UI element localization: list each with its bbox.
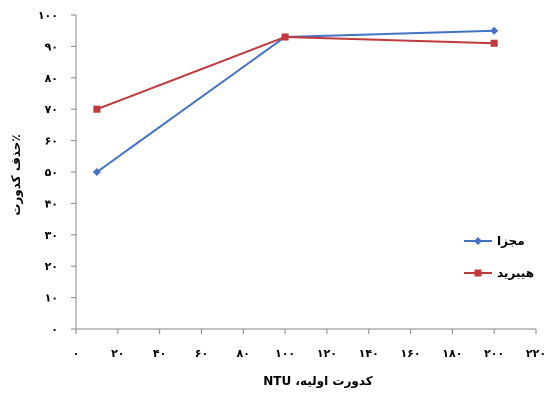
x-tick-label: ۲۲۰ [526,347,546,360]
legend-item-1: مجزا [464,234,525,248]
series-1 [92,26,499,176]
y-tick-label: ۸۰ [45,72,58,85]
legend-label: مجزا [497,234,525,248]
y-tick-label: ۶۰ [45,135,58,148]
data-point-diamond [490,26,499,35]
x-tick-label: ۰ [73,347,80,360]
data-point-square [93,105,101,113]
y-tick-label: ۱۰ [45,292,58,305]
series-layer [92,26,499,176]
series-2 [93,33,498,113]
x-tick-label: ۱۰۰ [275,347,295,360]
legend-marker [474,269,482,277]
legend-marker [474,237,482,245]
data-point-square [281,33,289,41]
x-tick-label: ۱۶۰ [400,347,420,360]
axes: ۰ ۱۰ ۲۰ ۳۰ ۴۰ ۵۰ ۶۰ ۷۰ ۸۰ ۹۰ ۱۰۰ ۰ ۲۰ ۴۰ ۶۰ ۸۰ ۱۰۰ ۱۲۰ ۱۴۰… [38,9,546,360]
y-tick-label: ۵۰ [45,166,58,179]
y-tick-label: ۰ [51,323,58,336]
x-tick-label: ۲۰۰ [484,347,504,360]
y-tick-label: ۷۰ [45,103,58,116]
y-tick-label: ۱۰۰ [38,9,58,22]
y-axis-title: ٪حذف کدورت [9,134,24,215]
data-point-diamond [92,168,101,176]
legend-item-2: هیبرید [464,266,534,280]
legend: مجزا هیبرید [464,234,534,280]
x-tick-label: ۸۰ [237,347,250,360]
x-tick-label: ۴۰ [153,347,166,360]
x-tick-label: ۱۸۰ [442,347,462,360]
y-tick-label: ۴۰ [45,197,58,210]
x-tick-label: ۱۲۰ [317,347,337,360]
x-tick-label: ۱۴۰ [359,347,379,360]
series-line [96,35,495,111]
series-line [96,29,495,173]
y-tick-label: ۹۰ [45,40,58,53]
x-tick-label: ۶۰ [195,347,208,360]
data-point-square [490,39,498,47]
legend-label: هیبرید [497,266,534,280]
x-tick-label: ۲۰ [111,347,124,360]
y-tick-label: ۳۰ [45,229,58,242]
y-tick-label: ۲۰ [45,260,58,273]
x-axis-title: کدورت اولیه، NTU [263,374,373,389]
